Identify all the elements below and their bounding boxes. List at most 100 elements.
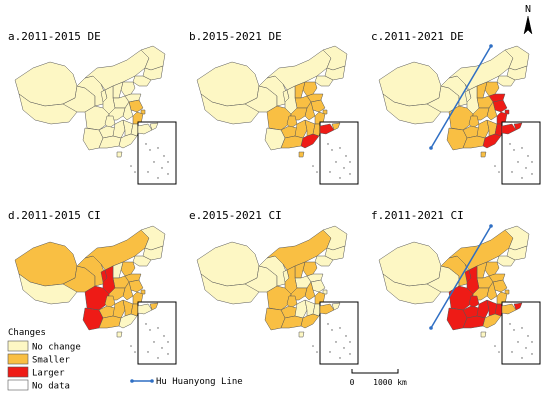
inset-island: [527, 335, 529, 337]
province-SH: [504, 289, 510, 295]
province-HN: [294, 119, 308, 139]
province-NM: [266, 49, 332, 91]
inset-coast: [501, 123, 517, 135]
province-GD: [300, 133, 320, 149]
province-SH: [504, 109, 510, 115]
inset-island: [521, 327, 523, 329]
scale-bar: 0 1000 km: [350, 369, 407, 387]
inset-island: [145, 323, 147, 325]
hu-line-legend: Hu Huanyong Line: [130, 377, 243, 387]
inset-island: [349, 353, 351, 355]
island-mark: [498, 351, 500, 353]
province-ZJ: [132, 111, 144, 125]
province-ZJ: [496, 291, 508, 305]
inset-island: [145, 143, 147, 145]
hu-line-endpoint: [489, 224, 493, 228]
map-panel-f: [378, 224, 541, 365]
inset-island: [167, 341, 169, 343]
inset-coast: [149, 122, 159, 131]
inset-island: [161, 347, 163, 349]
inset-island: [345, 155, 347, 157]
scale-end-label: 1000 km: [373, 378, 407, 387]
inset-coast: [319, 303, 335, 315]
inset-island: [349, 161, 351, 163]
province-ZJ: [314, 291, 326, 305]
island-mark: [134, 171, 136, 173]
island-mark: [316, 171, 318, 173]
inset-island: [157, 147, 159, 149]
inset-island: [521, 177, 523, 179]
inset-island: [517, 161, 519, 163]
north-arrow-icon: [523, 15, 533, 35]
south-china-sea-inset: [319, 121, 359, 185]
map-panel-d: [14, 225, 177, 365]
inset-island: [329, 171, 331, 173]
legend-label-no_data: No data: [32, 382, 70, 392]
inset-island: [167, 161, 169, 163]
map-panel-b: [196, 45, 359, 185]
province-NM: [84, 229, 150, 271]
legend-label-larger: Larger: [32, 369, 65, 379]
island-mark: [498, 171, 500, 173]
inset-island: [153, 161, 155, 163]
inset-island: [327, 323, 329, 325]
province-GD: [300, 313, 320, 329]
inset-island: [153, 341, 155, 343]
inset-coast: [331, 122, 341, 131]
hu-huanyong-line: [430, 45, 492, 149]
province-HI: [298, 151, 305, 158]
panel-title-c: c.2011-2021 DE: [371, 30, 464, 43]
panel-title-d: d.2011-2015 CI: [8, 209, 101, 222]
inset-coast: [319, 123, 335, 135]
province-ZJ: [314, 111, 326, 125]
inset-island: [343, 347, 345, 349]
province-HN: [112, 119, 126, 139]
inset-island: [513, 329, 515, 331]
legend-swatch-larger: [7, 366, 29, 378]
panel-title-f: f.2011-2021 CI: [371, 209, 464, 222]
legend-swatch-no_data: [7, 379, 29, 391]
inset-island: [331, 149, 333, 151]
inset-island: [339, 147, 341, 149]
province-HI: [298, 331, 305, 338]
inset-island: [511, 351, 513, 353]
inset-island: [339, 177, 341, 179]
province-CQ: [286, 295, 298, 309]
scale-bar-line: [351, 369, 399, 374]
island-mark: [312, 345, 314, 347]
inset-island: [329, 351, 331, 353]
province-GD: [118, 133, 138, 149]
inset-island: [149, 329, 151, 331]
province-HN: [476, 299, 490, 319]
hu-line-legend-label: Hu Huanyong Line: [156, 377, 243, 387]
province-ZJ: [132, 291, 144, 305]
map-panel-c: [378, 44, 541, 185]
inset-island: [335, 341, 337, 343]
inset-coast: [331, 302, 341, 311]
inset-island: [525, 347, 527, 349]
inset-island: [513, 149, 515, 151]
inset-island: [511, 171, 513, 173]
inset-coast: [501, 303, 517, 315]
inset-coast: [513, 302, 523, 311]
province-SH: [140, 109, 146, 115]
province-CQ: [104, 295, 116, 309]
hu-huanyong-line: [430, 225, 492, 329]
hu-line-endpoint: [429, 146, 433, 150]
inset-island: [335, 161, 337, 163]
legend-swatch-smaller: [7, 353, 29, 365]
inset-island: [339, 327, 341, 329]
province-NM: [266, 229, 332, 271]
inset-island: [509, 143, 511, 145]
inset-coast: [149, 302, 159, 311]
inset-island: [327, 143, 329, 145]
island-mark: [494, 345, 496, 347]
province-GD: [118, 313, 138, 329]
inset-island: [163, 335, 165, 337]
province-HN: [112, 299, 126, 319]
legend-title: Changes: [8, 328, 46, 338]
inset-island: [521, 357, 523, 359]
inset-island: [531, 341, 533, 343]
panel-title-b: b.2015-2021 DE: [189, 30, 282, 43]
